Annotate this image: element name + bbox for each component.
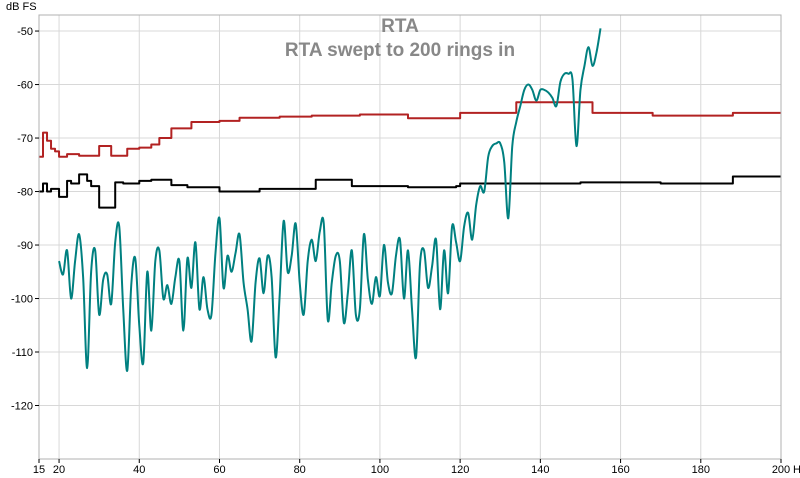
- y-tick-label: -60: [17, 80, 33, 92]
- tick-labels: 15 20 40 60 80 100 120 140 160 180 200Hz -50 -60 -70 -…: [11, 26, 800, 476]
- y-tick-label: -70: [17, 133, 33, 145]
- black-step-series-line: [39, 173, 781, 209]
- x-tick-label: 120: [451, 464, 469, 476]
- y-tick-label: -110: [12, 347, 33, 359]
- x-tick-label: 80: [294, 464, 306, 476]
- red-step-series-line: [39, 101, 781, 158]
- x-tick-label: 40: [133, 464, 145, 476]
- chart-subtitle: RTA swept to 200 rings in: [285, 40, 515, 61]
- x-tick-label: 100: [371, 464, 389, 476]
- y-tick-label: -50: [17, 26, 33, 38]
- x-tick-label: 20: [53, 464, 65, 476]
- x-tick-label: 140: [531, 464, 549, 476]
- chart-title: RTA: [381, 16, 419, 37]
- y-tick-label: -80: [17, 187, 33, 199]
- y-tick-label: -90: [17, 240, 33, 252]
- x-tick-label: 200: [772, 464, 790, 476]
- x-tick-label: 60: [213, 464, 225, 476]
- y-axis-unit-label: dB FS: [6, 1, 37, 13]
- x-tick-label: 160: [611, 464, 629, 476]
- x-axis-unit-label: Hz: [793, 464, 800, 476]
- x-tick-label: 15: [33, 464, 45, 476]
- y-tick-label: -100: [11, 294, 33, 306]
- plot-frame: [38, 14, 782, 460]
- x-tick-label: 180: [692, 464, 710, 476]
- y-tick-label: -120: [11, 401, 33, 413]
- series-layer: [39, 28, 781, 372]
- teal-rta-series-line: [58, 28, 602, 372]
